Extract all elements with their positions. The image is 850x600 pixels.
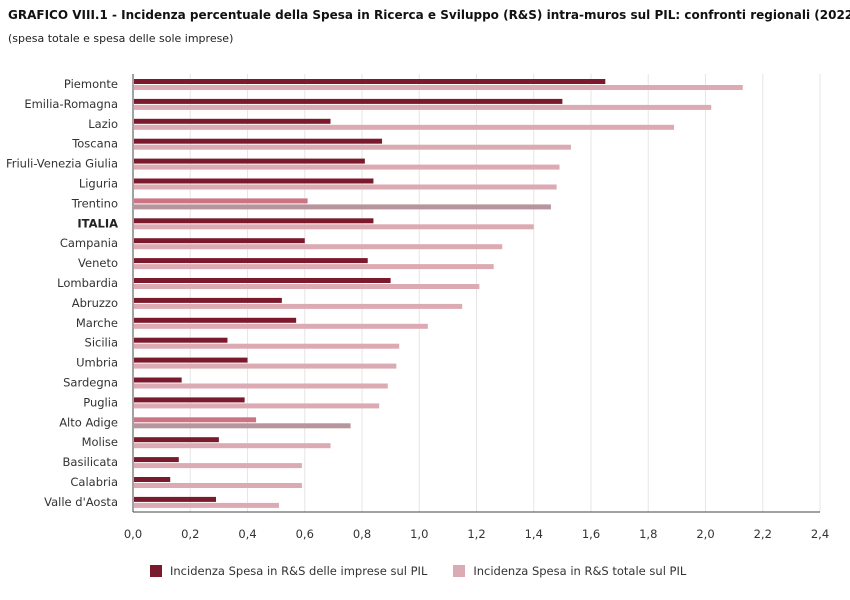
bar-totale[interactable] — [134, 443, 331, 449]
x-tick-label: 0,4 — [238, 527, 256, 541]
bar-totale[interactable] — [134, 184, 557, 190]
bar-imprese[interactable] — [134, 317, 297, 323]
bar-imprese[interactable] — [134, 477, 171, 482]
legend-item-totale[interactable]: Incidenza Spesa in R&S totale sul PIL — [453, 564, 686, 578]
bar-totale[interactable] — [134, 363, 397, 369]
bar-imprese[interactable] — [134, 417, 257, 423]
legend-label-imprese: Incidenza Spesa in R&S delle imprese sul… — [170, 564, 428, 578]
bar-imprese[interactable] — [134, 377, 182, 383]
bar-imprese[interactable] — [134, 457, 179, 463]
bar-imprese[interactable] — [134, 218, 374, 224]
bar-totale[interactable] — [134, 323, 428, 329]
x-tick-label: 2,4 — [811, 527, 829, 541]
bar-totale[interactable] — [134, 383, 388, 389]
bar-totale[interactable] — [134, 204, 551, 210]
bar-imprese[interactable] — [134, 198, 308, 204]
bar-imprese[interactable] — [134, 138, 383, 144]
category-label: ITALIA — [77, 216, 118, 230]
category-label: Toscana — [71, 137, 118, 151]
bar-totale[interactable] — [134, 244, 503, 250]
bar-totale[interactable] — [134, 483, 302, 488]
category-label: Molise — [82, 435, 118, 449]
category-label: Sicilia — [85, 336, 118, 350]
bar-totale[interactable] — [134, 502, 279, 508]
x-tick-label: 1,2 — [467, 527, 485, 541]
category-label: Friuli-Venezia Giulia — [6, 157, 118, 171]
bar-totale[interactable] — [134, 264, 494, 270]
category-label: Liguria — [79, 177, 118, 191]
bar-imprese[interactable] — [134, 238, 305, 244]
legend-label-totale: Incidenza Spesa in R&S totale sul PIL — [473, 564, 687, 578]
bar-imprese[interactable] — [134, 337, 228, 343]
category-label: Piemonte — [64, 77, 118, 91]
bar-totale[interactable] — [134, 343, 400, 349]
bar-totale[interactable] — [134, 463, 302, 469]
bar-imprese[interactable] — [134, 278, 391, 283]
bar-totale[interactable] — [134, 164, 560, 170]
x-tick-label: 0,2 — [181, 527, 199, 541]
x-tick-label: 1,4 — [525, 527, 543, 541]
bar-totale[interactable] — [134, 284, 480, 289]
category-label: Valle d'Aosta — [44, 495, 118, 509]
chart-title: GRAFICO VIII.1 - Incidenza percentuale d… — [8, 8, 850, 22]
bar-imprese[interactable] — [134, 357, 248, 363]
x-tick-label: 2,0 — [696, 527, 714, 541]
bar-totale[interactable] — [134, 104, 712, 110]
bar-totale[interactable] — [134, 124, 675, 130]
bar-imprese[interactable] — [134, 437, 219, 443]
category-label: Calabria — [70, 475, 118, 489]
category-label: Veneto — [78, 256, 118, 270]
category-label: Basilicata — [63, 455, 118, 469]
category-label: Campania — [60, 236, 118, 250]
category-label: Alto Adige — [59, 415, 118, 429]
category-label: Lombardia — [57, 276, 118, 290]
bar-imprese[interactable] — [134, 98, 563, 104]
bar-imprese[interactable] — [134, 118, 331, 124]
category-label: Trentino — [71, 196, 118, 210]
x-tick-label: 1,6 — [582, 527, 600, 541]
x-tick-label: 0,0 — [124, 527, 142, 541]
bar-imprese[interactable] — [134, 397, 245, 403]
legend-swatch-totale — [453, 565, 466, 577]
x-tick-label: 0,8 — [353, 527, 371, 541]
bar-imprese[interactable] — [134, 258, 368, 264]
bar-totale[interactable] — [134, 403, 380, 409]
category-label: Sardegna — [63, 376, 118, 390]
bar-totale[interactable] — [134, 224, 534, 230]
bar-imprese[interactable] — [134, 496, 217, 502]
bar-totale[interactable] — [134, 423, 351, 429]
category-label: Marche — [76, 316, 118, 330]
legend-item-imprese[interactable]: Incidenza Spesa in R&S delle imprese sul… — [150, 564, 427, 578]
category-label: Emilia-Romagna — [24, 97, 118, 111]
bar-imprese[interactable] — [134, 79, 606, 84]
bar-imprese[interactable] — [134, 158, 365, 164]
x-tick-label: 2,2 — [754, 527, 772, 541]
x-tick-label: 1,0 — [410, 527, 428, 541]
category-label: Lazio — [88, 117, 118, 131]
category-label: Abruzzo — [72, 296, 118, 310]
bar-totale[interactable] — [134, 303, 463, 309]
chart-legend: Incidenza Spesa in R&S delle imprese sul… — [150, 564, 712, 578]
chart-subtitle: (spesa totale e spesa delle sole imprese… — [8, 32, 234, 45]
category-label: Puglia — [83, 395, 118, 409]
x-tick-label: 1,8 — [639, 527, 657, 541]
bar-imprese[interactable] — [134, 297, 282, 303]
category-label: Umbria — [76, 356, 118, 370]
legend-swatch-imprese — [150, 565, 162, 577]
bar-totale[interactable] — [134, 144, 571, 150]
bar-totale[interactable] — [134, 85, 743, 90]
x-tick-label: 0,6 — [296, 527, 314, 541]
bar-imprese[interactable] — [134, 178, 374, 184]
